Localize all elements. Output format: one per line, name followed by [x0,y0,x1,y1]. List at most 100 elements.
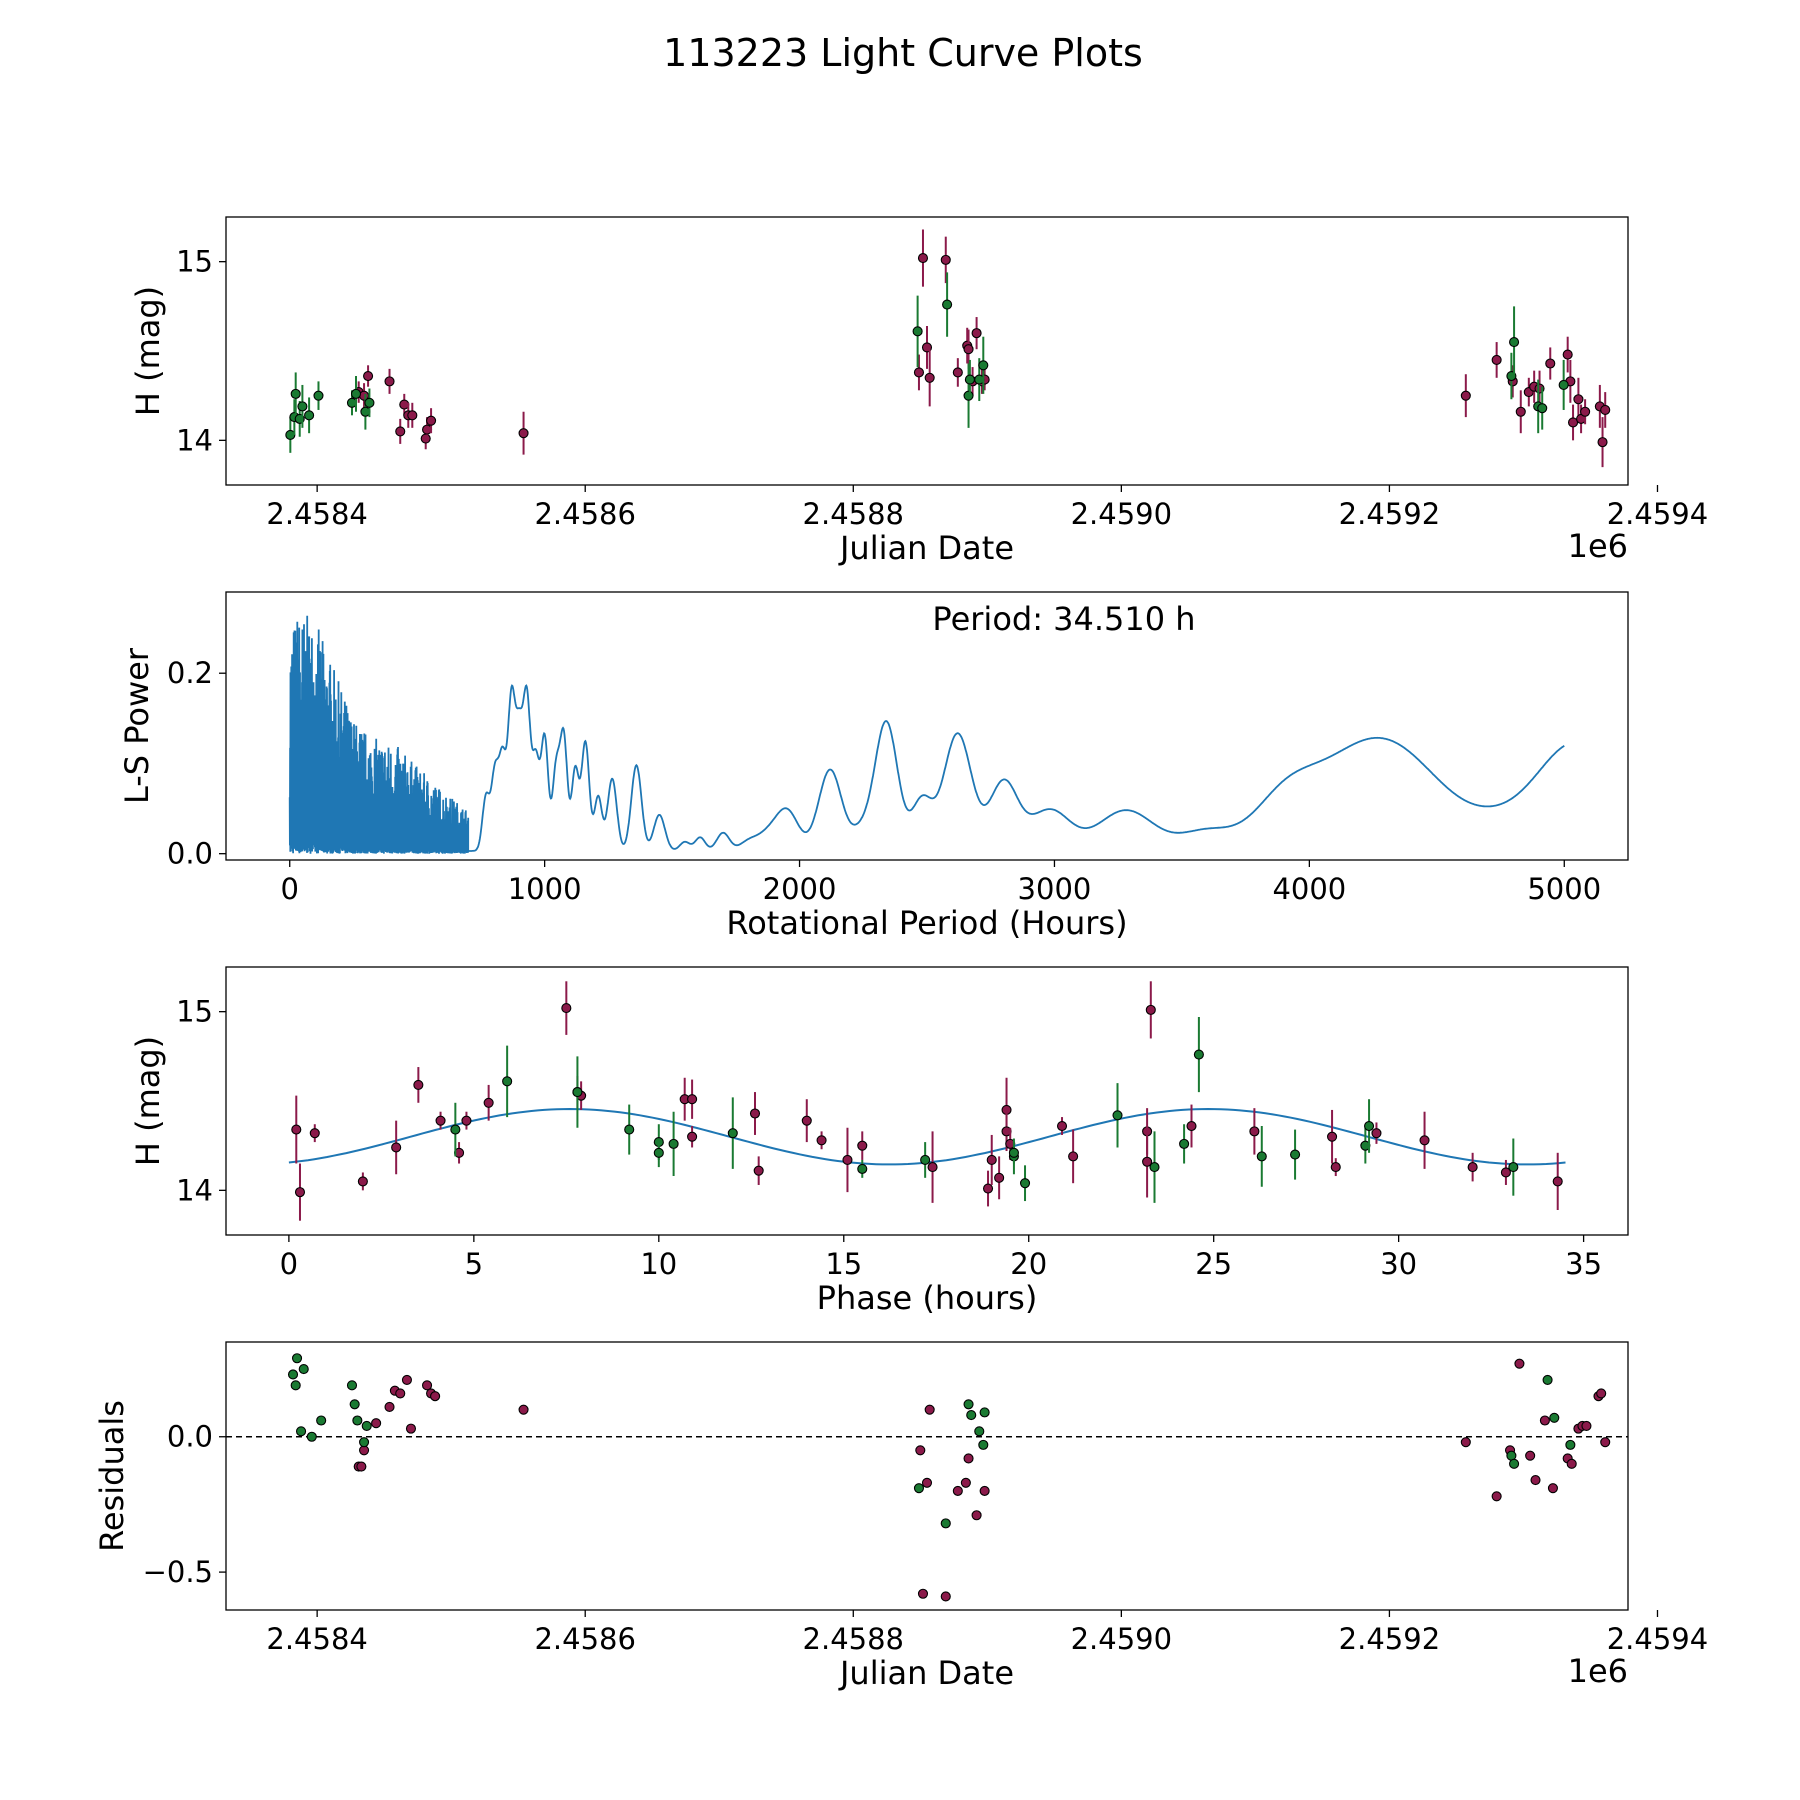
data-point-r [561,1003,572,1014]
data-point-g [350,388,362,399]
data-point-r [1068,1151,1079,1162]
data-point-r [1467,1162,1478,1173]
data-point-r [1327,1131,1338,1142]
phased-plot-area [288,981,1566,1221]
data-point-r [1514,1358,1525,1369]
data-point-r [687,1094,698,1105]
data-point-g [966,1410,977,1421]
phased-xlabel: Phase (hours) [817,1279,1038,1317]
x-tick-label: 0 [281,872,299,906]
data-point-r [994,1172,1005,1183]
data-point-g [450,1124,461,1135]
x-tick-label: 2.4586 [534,1622,635,1656]
x-tick-label: 5 [465,1247,483,1281]
data-point-r [1547,1483,1558,1494]
data-point-r [917,253,929,264]
data-point-g [1508,1162,1519,1173]
phased-axes: 0 5 10 15 20 25 30 35 14 15 [176,995,1602,1281]
data-point-g [1549,1412,1560,1423]
x-tick-label: 25 [1195,1247,1232,1281]
data-point-r [1597,437,1608,448]
data-point-r [407,410,418,421]
data-point-r [1581,1420,1592,1431]
residuals-ylabel: Residuals [93,1400,131,1552]
x-tick-label: 4000 [1272,872,1346,906]
data-point-r [1186,1120,1197,1132]
data-point-r [461,1115,472,1126]
period-annotation: Period: 34.510 h [932,600,1195,638]
data-point-r [294,1187,306,1198]
data-point-g [978,1439,989,1450]
x-tick-label: 30 [1380,1247,1417,1281]
data-point-r [940,1591,951,1602]
data-point-r [1539,1415,1550,1426]
data-point-r [395,1388,406,1399]
data-point-r [917,1588,929,1599]
x-tick-label: 20 [1010,1247,1047,1281]
data-point-r [960,1477,971,1488]
x-tick-label: 2.4584 [266,497,367,531]
data-point-r [1371,1128,1382,1139]
data-point-g [624,1124,635,1135]
data-point-r [426,415,437,426]
y-tick-label: 0.0 [167,1420,213,1454]
y-tick-label: 15 [176,245,213,279]
data-point-g [940,1518,951,1529]
periodogram-frame [225,591,1629,861]
data-point-r [982,1183,994,1194]
data-point-g [304,410,315,421]
data-point-g [912,326,923,337]
lightcurve-axes: 2.4584 2.4586 2.4588 2.4590 2.4592 2.4594 14 15 [176,245,1708,531]
data-point-g [1008,1147,1019,1158]
data-point-g [920,1154,931,1166]
data-point-r [413,1079,424,1090]
data-point-r [309,1128,320,1139]
data-point-g [359,1437,370,1448]
data-point-g [306,1431,317,1442]
data-point-r [801,1115,812,1126]
data-point-g [1256,1151,1267,1162]
periodogram-axes: 0 1000 2000 3000 4000 5000 0.0 0.2 [167,656,1601,906]
data-point-g [572,1087,583,1098]
data-point-g [1542,1374,1553,1385]
residuals-plot-area [226,1353,1628,1602]
data-point-r [913,367,925,378]
y-tick-label: 0.2 [167,656,213,690]
residuals-frame [225,1341,1629,1611]
phased-frame [225,966,1629,1236]
data-point-r [1600,1437,1611,1448]
periodogram-ylabel: L-S Power [118,647,156,804]
y-tick-label: 15 [176,995,213,1029]
data-point-r [687,1131,698,1142]
data-point-r [842,1154,853,1166]
data-point-r [749,1108,761,1119]
panel-periodogram: 0 1000 2000 3000 4000 5000 0.0 0.2 Rotational P… [118,591,1629,942]
data-point-r [1056,1120,1068,1132]
data-point-r [384,1401,395,1413]
data-point-r [1460,390,1471,401]
data-point-r [1545,358,1556,369]
data-point-r [1600,404,1611,416]
data-point-g [1019,1178,1031,1189]
data-point-g [668,1138,679,1149]
data-point-g [316,1415,327,1426]
residuals-axes: 2.4584 2.4586 2.4588 2.4590 2.4592 2.4594 −0.5… [143,1420,1709,1656]
data-point-r [391,1142,402,1153]
x-tick-label: 2.4592 [1339,1622,1440,1656]
data-point-r [1249,1126,1260,1137]
x-tick-label: 0 [280,1247,298,1281]
data-point-r [420,433,431,444]
data-point-g [1509,337,1520,348]
data-point-g [346,1380,358,1391]
data-point-g [298,1364,309,1375]
x-tick-label: 2.4588 [803,1622,904,1656]
data-point-r [986,1154,997,1166]
periodogram-plot-area [288,615,1565,854]
data-point-r [1142,1156,1153,1167]
data-point-r [1460,1437,1471,1448]
data-point-r [857,1140,868,1151]
data-point-r [971,1510,982,1521]
data-point-g [1565,1439,1576,1450]
data-point-g [1509,1458,1520,1469]
data-point-g [361,1420,372,1431]
